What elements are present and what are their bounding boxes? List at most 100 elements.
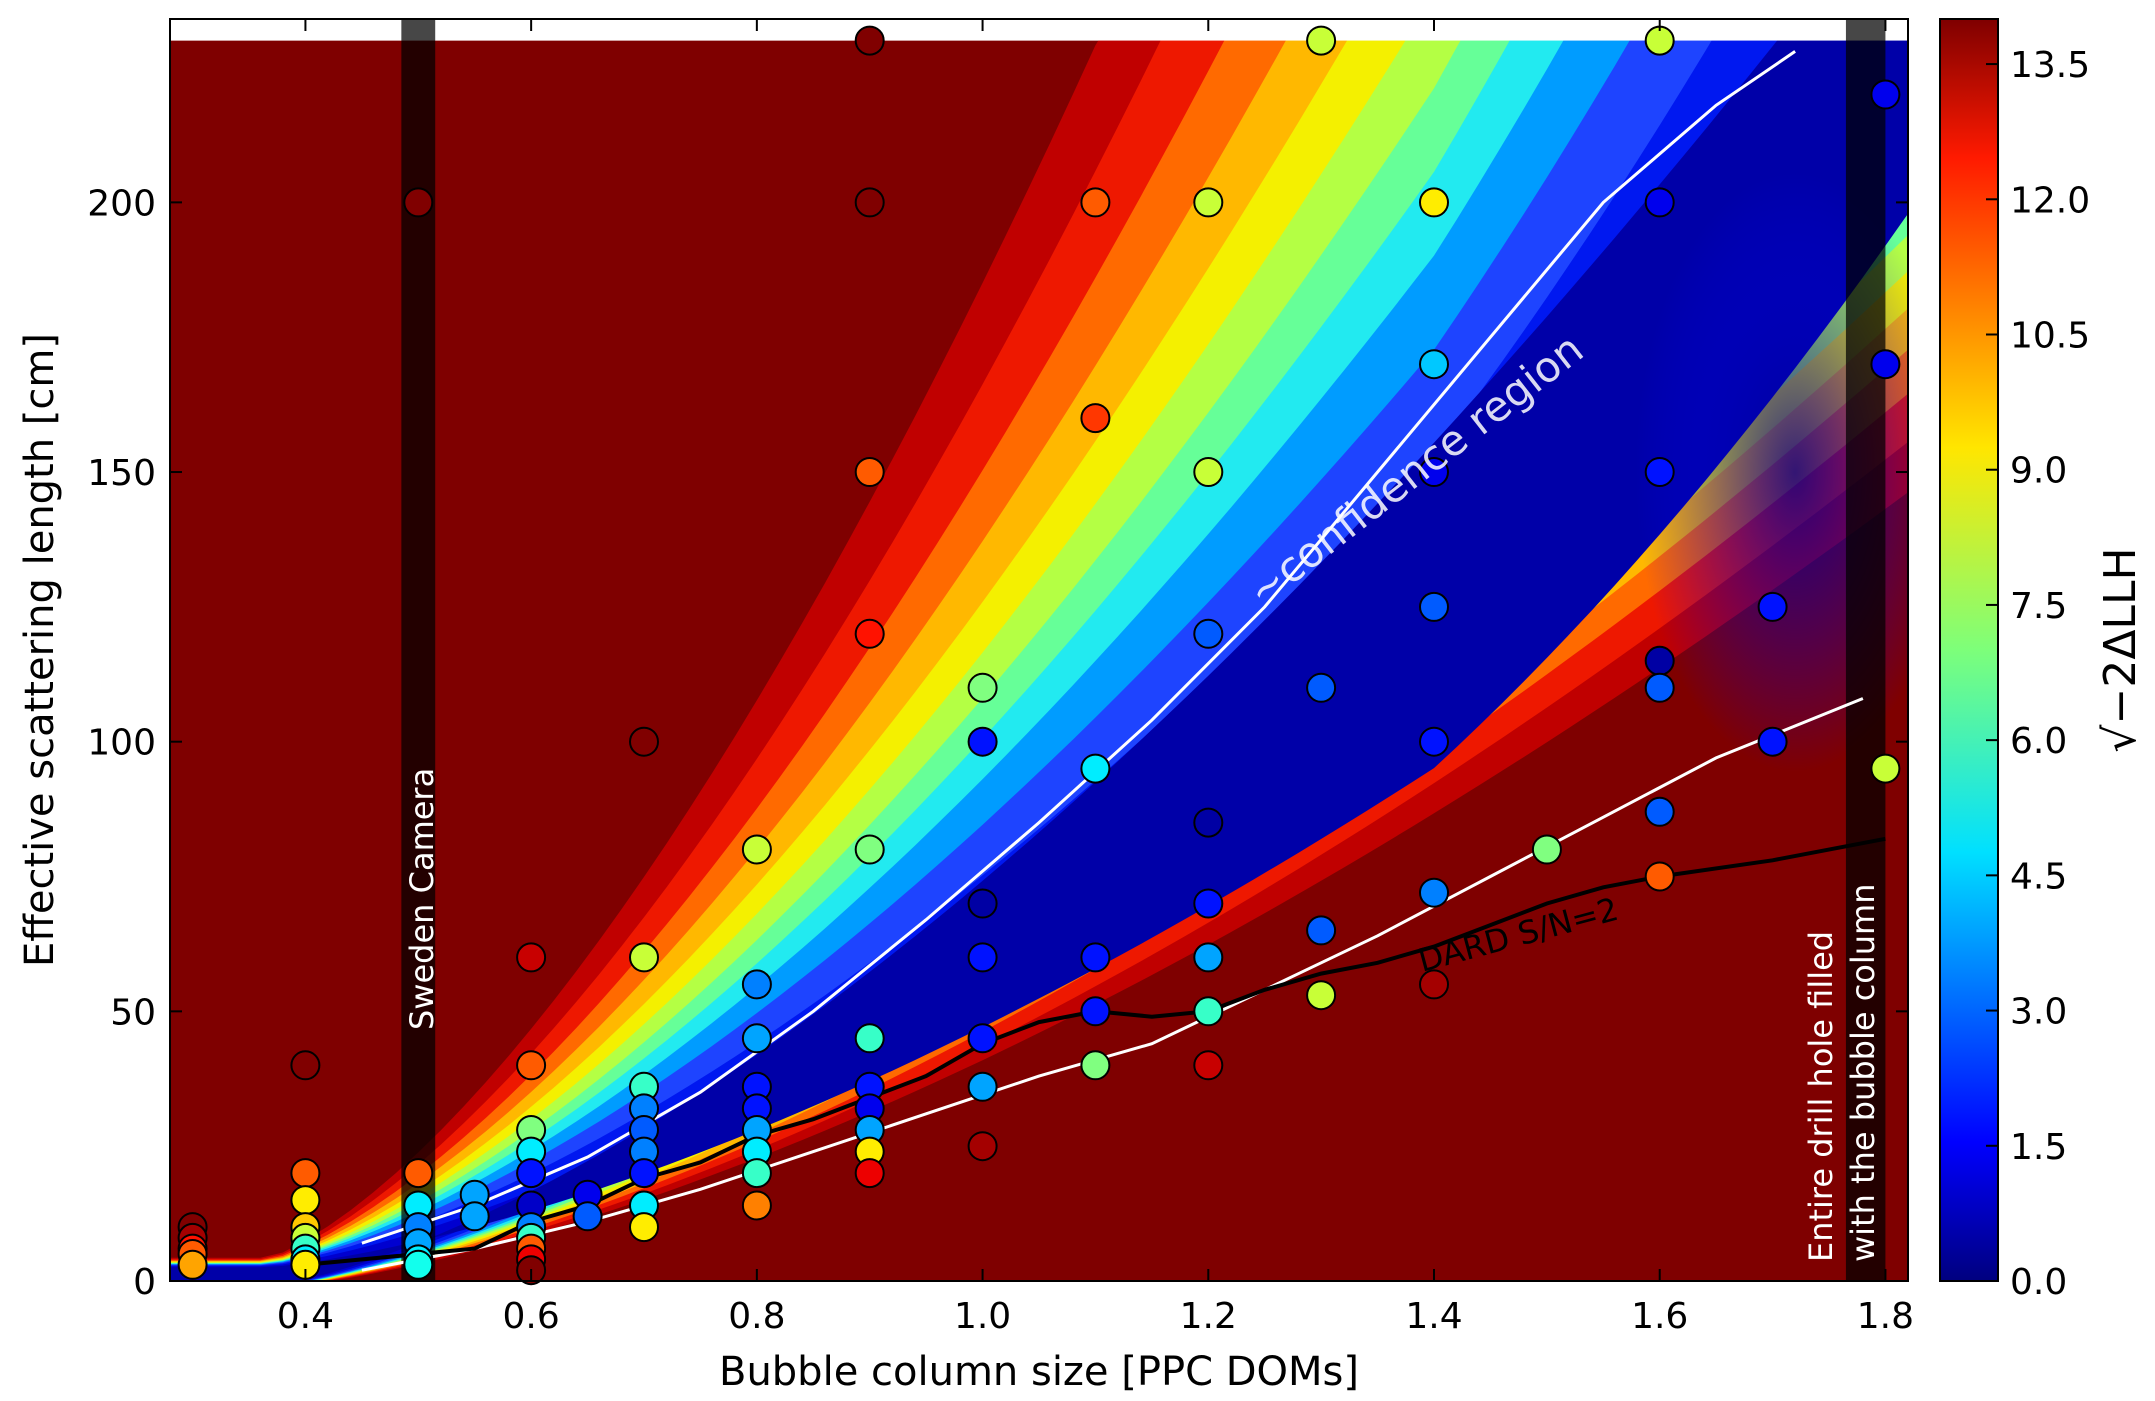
colorbar-tick-label-1: 1.5 — [2010, 1127, 2067, 1168]
data-point-78 — [1193, 457, 1224, 487]
data-point-96 — [1531, 834, 1562, 865]
data-point-94 — [1419, 877, 1449, 908]
x-tick-label-0: 0.4 — [277, 1296, 334, 1337]
data-point-36 — [629, 942, 659, 973]
data-point-84 — [1193, 1050, 1224, 1081]
data-point-83 — [1193, 996, 1224, 1027]
data-point-46 — [741, 1023, 772, 1054]
heat-top-mask — [170, 19, 1908, 41]
shaded-band-1 — [1845, 19, 1886, 1281]
data-point-72 — [1080, 403, 1111, 434]
y-tick-label-4: 200 — [87, 183, 156, 224]
data-point-67 — [967, 942, 998, 973]
colorbar — [1939, 18, 1999, 1282]
data-point-81 — [1193, 888, 1224, 919]
data-point-14 — [403, 1158, 434, 1189]
data-point-93 — [1419, 726, 1449, 757]
data-point-13 — [403, 187, 434, 218]
x-tick-label-6: 1.6 — [1631, 1296, 1688, 1337]
data-point-92 — [1419, 591, 1449, 622]
data-point-57 — [854, 834, 885, 865]
shaded-band-0 — [401, 19, 436, 1281]
data-point-52 — [741, 1190, 772, 1221]
data-point-74 — [1080, 942, 1111, 973]
data-point-76 — [1080, 1050, 1111, 1081]
data-point-22 — [516, 942, 547, 973]
y-tick-label-0: 0 — [133, 1262, 156, 1303]
y-axis-label: Effective scattering length [cm] — [17, 333, 63, 967]
data-point-107 — [1870, 349, 1901, 380]
data-point-66 — [967, 888, 998, 919]
colorbar-tick-label-9: 13.5 — [2010, 45, 2090, 86]
colorbar-label: √−2ΔLLH — [2095, 547, 2146, 752]
data-point-86 — [1306, 672, 1337, 703]
data-point-95 — [1419, 969, 1449, 1000]
heat-core — [1635, 172, 1908, 772]
plot-frame — [169, 18, 1909, 1282]
data-point-73 — [1080, 753, 1111, 784]
colorbar-tick-label-5: 7.5 — [2010, 586, 2067, 627]
axes: 0.4 0.6 0.8 1.0 1.2 1.4 1.6 1.8 0 50 100 150 200 — [87, 19, 1914, 1337]
data-point-90 — [1419, 349, 1449, 380]
y-tick-label-3: 150 — [87, 453, 156, 494]
data-point-7 — [290, 1185, 321, 1216]
data-point-6 — [290, 1158, 321, 1189]
dard-curve-line — [305, 836, 1886, 1267]
data-point-82 — [1193, 942, 1224, 973]
data-point-26 — [516, 1158, 547, 1189]
data-point-54 — [854, 187, 885, 218]
x-tick-label-1: 0.6 — [503, 1296, 560, 1337]
data-point-65 — [967, 726, 998, 757]
data-point-43 — [629, 1212, 659, 1243]
heatmap-background — [170, 19, 1908, 1281]
data-point-21 — [459, 1201, 490, 1232]
x-axis-label: Bubble column size [PPC DOMs] — [719, 1349, 1359, 1395]
data-point-5 — [290, 1050, 321, 1081]
data-point-51 — [741, 1158, 772, 1189]
data-point-106 — [1870, 79, 1901, 110]
data-point-70 — [967, 1131, 998, 1162]
colorbar-tick-label-6: 9.0 — [2010, 451, 2067, 492]
x-tick-label-5: 1.4 — [1405, 1296, 1462, 1337]
data-point-19 — [403, 1249, 434, 1280]
data-point-101 — [1644, 672, 1675, 703]
data-point-45 — [741, 969, 772, 1000]
data-point-88 — [1306, 980, 1337, 1011]
data-point-103 — [1644, 861, 1675, 892]
data-point-34 — [572, 1201, 603, 1232]
data-point-77 — [1193, 187, 1224, 218]
y-tick-label-2: 100 — [87, 723, 156, 764]
data-point-75 — [1080, 996, 1111, 1027]
data-point-104 — [1757, 591, 1788, 622]
colorbar-tick-label-4: 6.0 — [2010, 721, 2067, 762]
data-point-80 — [1193, 807, 1224, 838]
data-point-87 — [1306, 915, 1337, 946]
data-point-44 — [741, 834, 772, 865]
data-point-98 — [1644, 187, 1675, 218]
data-points — [177, 25, 1901, 1286]
data-point-55 — [854, 457, 885, 487]
data-point-69 — [967, 1071, 998, 1102]
data-point-100 — [1644, 645, 1675, 676]
colorbar-tick-label-7: 10.5 — [2010, 316, 2090, 357]
data-point-56 — [854, 618, 885, 649]
data-point-79 — [1193, 618, 1224, 649]
sweden-camera-label: Sweden Camera — [403, 768, 441, 1030]
colorbar-tick-label-0: 0.0 — [2010, 1262, 2067, 1303]
colorbar-ticks: 0.0 1.5 3.0 4.5 6.0 7.5 9.0 10.5 12.0 13.5 — [1986, 45, 2090, 1303]
x-tick-label-4: 1.2 — [1180, 1296, 1237, 1337]
heat-band-9 — [170, 19, 1908, 1281]
heat-band-12 — [170, 19, 1908, 1281]
x-tick-label-2: 0.8 — [728, 1296, 785, 1337]
colorbar-tick-label-2: 3.0 — [2010, 992, 2067, 1033]
data-point-64 — [967, 672, 998, 703]
data-point-35 — [629, 726, 659, 757]
x-tick-label-7: 1.8 — [1857, 1296, 1914, 1337]
data-point-108 — [1870, 753, 1901, 784]
data-point-102 — [1644, 796, 1675, 827]
data-point-53 — [854, 25, 885, 56]
data-point-91 — [1419, 457, 1449, 487]
colorbar-tick-label-8: 12.0 — [2010, 180, 2090, 221]
